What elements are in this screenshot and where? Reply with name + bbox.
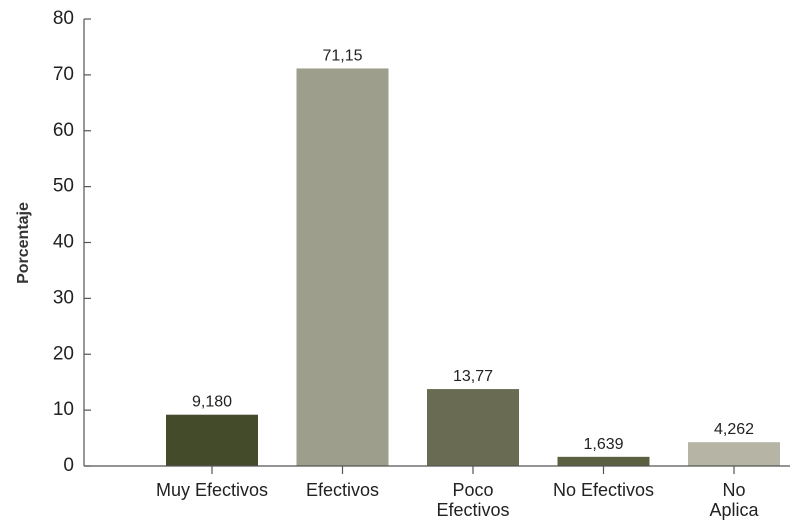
y-axis: 0 10 20 30 40 50 60 70 80 [53, 8, 91, 476]
y-tick-label: 40 [53, 232, 74, 253]
x-tick-label: No Efectivos [553, 480, 654, 500]
bar [166, 414, 258, 466]
x-tick-label: Muy Efectivos [156, 480, 268, 500]
y-axis-title: Porcentaje [15, 202, 32, 284]
y-tick-label: 70 [53, 64, 74, 85]
data-label: 1,639 [583, 436, 623, 453]
x-tick-label: Poco [452, 480, 493, 500]
data-label: 4,262 [714, 421, 754, 438]
y-tick-label: 0 [63, 455, 74, 476]
y-tick-label: 10 [53, 399, 74, 420]
y-tick-label: 50 [53, 176, 74, 197]
x-tick-label: No [722, 480, 745, 500]
data-label: 9,180 [192, 394, 232, 411]
x-tick-label: Efectivos [306, 480, 379, 500]
bar [427, 389, 519, 466]
y-tick-label: 30 [53, 287, 74, 308]
y-tick-label: 60 [53, 120, 74, 141]
bar [296, 68, 389, 466]
bars-group: 9,180 71,15 13,77 1,639 4,262 [166, 47, 780, 466]
bar [557, 456, 650, 466]
data-label: 71,15 [322, 47, 362, 64]
y-tick-label: 80 [53, 8, 74, 29]
x-tick-label: Aplica [709, 500, 759, 520]
bar [688, 442, 780, 466]
x-tick-label: Efectivos [436, 500, 509, 520]
y-tick-label: 20 [53, 343, 74, 364]
data-label: 13,77 [453, 368, 493, 385]
